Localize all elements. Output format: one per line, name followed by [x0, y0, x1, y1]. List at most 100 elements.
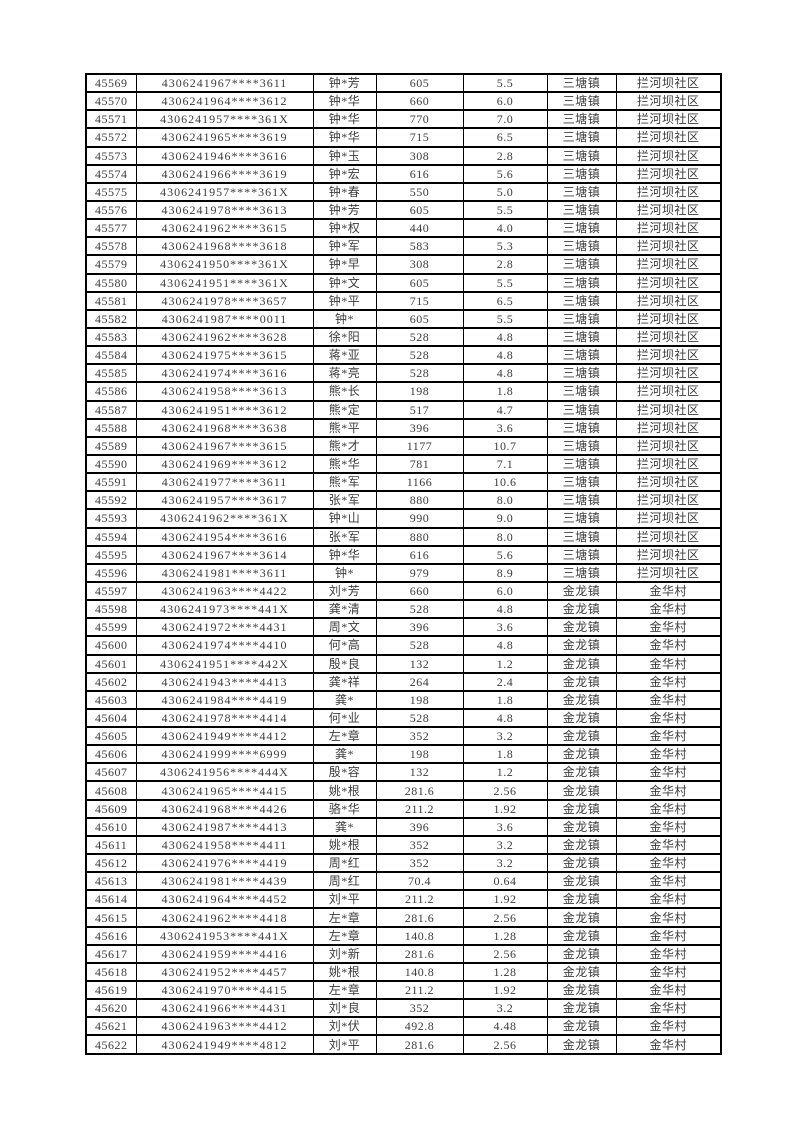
id-card-number-cell: 4306241958****3613	[135, 381, 314, 402]
table-row: 45615 4306241962****4418 左*章 281.6 2.56 金龙镇 金华…	[85, 907, 722, 928]
town-cell: 三塘镇	[546, 272, 617, 293]
name-masked-cell: 钟*	[312, 308, 377, 329]
amount-secondary-cell: 4.7	[462, 399, 548, 420]
id-card-number-cell: 4306241987****4413	[135, 816, 314, 837]
serial-number-cell: 45575	[85, 181, 137, 202]
roster-table: 45569 4306241967****3611 钟*芳 605 5.5 三塘镇 拦河坝社区…	[85, 72, 722, 1055]
id-card-number-cell: 4306241946****3616	[135, 145, 314, 166]
table-row: 45579 4306241950****361X 钟*早 308 2.8 三塘镇 拦河坝社区	[85, 254, 722, 275]
table-row: 45588 4306241968****3638 熊*平 396 3.6 三塘镇 拦河坝社区	[85, 417, 722, 438]
town-cell: 三塘镇	[546, 199, 617, 221]
town-cell: 金龙镇	[546, 871, 617, 892]
amount-cell: 715	[375, 127, 464, 148]
amount-secondary-cell: 2.56	[462, 943, 548, 964]
id-card-number-cell: 4306241951****442X	[135, 653, 314, 674]
amount-cell: 550	[375, 181, 464, 202]
id-card-number-cell: 4306241950****361X	[135, 254, 314, 275]
serial-number-cell: 45571	[85, 109, 137, 130]
table-row: 45603 4306241984****4419 龚* 198 1.8 金龙镇 金华村	[85, 689, 722, 710]
name-masked-cell: 蒋*亚	[312, 345, 377, 366]
village-cell: 拦河坝社区	[615, 181, 722, 202]
id-card-number-cell: 4306241953****441X	[135, 925, 314, 946]
village-cell: 拦河坝社区	[615, 145, 722, 166]
amount-cell: 396	[375, 617, 464, 638]
table-row: 45581 4306241978****3657 钟*平 715 6.5 三塘镇 拦河坝社区	[85, 290, 722, 311]
serial-number-cell: 45619	[85, 980, 137, 1001]
id-card-number-cell: 4306241949****4812	[135, 1034, 314, 1055]
amount-cell: 528	[375, 599, 464, 620]
town-cell: 三塘镇	[546, 399, 617, 420]
id-card-number-cell: 4306241957****361X	[135, 181, 314, 202]
amount-cell: 140.8	[375, 961, 464, 983]
serial-number-cell: 45621	[85, 1016, 137, 1037]
serial-number-cell: 45572	[85, 127, 137, 148]
id-card-number-cell: 4306241949****4412	[135, 726, 314, 747]
town-cell: 三塘镇	[546, 236, 617, 257]
serial-number-cell: 45620	[85, 998, 137, 1019]
table-row: 45584 4306241975****3615 蒋*亚 528 4.8 三塘镇 拦河坝社区	[85, 345, 722, 366]
table-row: 45616 4306241953****441X 左*章 140.8 1.28 金龙镇 金华…	[85, 925, 722, 946]
name-masked-cell: 左*章	[312, 925, 377, 946]
table-row: 45601 4306241951****442X 殷*良 132 1.2 金龙镇 金华村	[85, 653, 722, 674]
amount-secondary-cell: 1.8	[462, 689, 548, 710]
table-row: 45618 4306241952****4457 姚*根 140.8 1.28 金龙镇 金华…	[85, 961, 722, 983]
town-cell: 金龙镇	[546, 762, 617, 783]
amount-secondary-cell: 2.56	[462, 907, 548, 928]
amount-secondary-cell: 4.0	[462, 218, 548, 239]
id-card-number-cell: 4306241967****3611	[135, 72, 314, 94]
amount-cell: 198	[375, 744, 464, 765]
town-cell: 金龙镇	[546, 907, 617, 928]
amount-secondary-cell: 5.6	[462, 163, 548, 184]
amount-secondary-cell: 4.8	[462, 707, 548, 729]
town-cell: 金龙镇	[546, 580, 617, 602]
serial-number-cell: 45617	[85, 943, 137, 964]
serial-number-cell: 45614	[85, 889, 137, 910]
amount-secondary-cell: 7.0	[462, 109, 548, 130]
table-row: 45612 4306241976****4419 周*红 352 3.2 金龙镇 金华村	[85, 853, 722, 874]
amount-secondary-cell: 4.8	[462, 363, 548, 384]
serial-number-cell: 45611	[85, 834, 137, 856]
id-card-number-cell: 4306241951****361X	[135, 272, 314, 293]
id-card-number-cell: 4306241967****3614	[135, 544, 314, 565]
serial-number-cell: 45585	[85, 363, 137, 384]
village-cell: 拦河坝社区	[615, 544, 722, 565]
table-row: 45594 4306241954****3616 张*军 880 8.0 三塘镇 拦河坝社区	[85, 526, 722, 547]
table-row: 45608 4306241965****4415 姚*根 281.6 2.56 金龙镇 金华…	[85, 780, 722, 801]
serial-number-cell: 45581	[85, 290, 137, 311]
table-row: 45574 4306241966****3619 钟*宏 616 5.6 三塘镇 拦河坝社区	[85, 163, 722, 184]
table-row: 45590 4306241969****3612 熊*华 781 7.1 三塘镇 拦河坝社区	[85, 453, 722, 475]
name-masked-cell: 周*红	[312, 853, 377, 874]
amount-secondary-cell: 10.6	[462, 472, 548, 493]
village-cell: 金华村	[615, 726, 722, 747]
amount-cell: 583	[375, 236, 464, 257]
table-row: 45609 4306241968****4426 骆*华 211.2 1.92 金龙镇 金华…	[85, 798, 722, 819]
id-card-number-cell: 4306241978****4414	[135, 707, 314, 729]
id-card-number-cell: 4306241962****3628	[135, 326, 314, 348]
name-masked-cell: 钟*平	[312, 290, 377, 311]
name-masked-cell: 殷*良	[312, 653, 377, 674]
village-cell: 金华村	[615, 744, 722, 765]
village-cell: 拦河坝社区	[615, 199, 722, 221]
amount-secondary-cell: 6.0	[462, 91, 548, 112]
amount-secondary-cell: 1.92	[462, 889, 548, 910]
name-masked-cell: 左*章	[312, 980, 377, 1001]
amount-secondary-cell: 5.5	[462, 72, 548, 94]
town-cell: 金龙镇	[546, 671, 617, 692]
name-masked-cell: 钟*早	[312, 254, 377, 275]
amount-cell: 528	[375, 635, 464, 656]
amount-cell: 281.6	[375, 1034, 464, 1055]
town-cell: 金龙镇	[546, 726, 617, 747]
table-row: 45587 4306241951****3612 熊*定 517 4.7 三塘镇 拦河坝社区	[85, 399, 722, 420]
id-card-number-cell: 4306241976****4419	[135, 853, 314, 874]
serial-number-cell: 45613	[85, 871, 137, 892]
id-card-number-cell: 4306241964****4452	[135, 889, 314, 910]
amount-cell: 70.4	[375, 871, 464, 892]
serial-number-cell: 45587	[85, 399, 137, 420]
amount-cell: 528	[375, 363, 464, 384]
amount-cell: 1166	[375, 472, 464, 493]
name-masked-cell: 钟*权	[312, 218, 377, 239]
serial-number-cell: 45583	[85, 326, 137, 348]
id-card-number-cell: 4306241974****3616	[135, 363, 314, 384]
amount-cell: 211.2	[375, 798, 464, 819]
town-cell: 三塘镇	[546, 345, 617, 366]
